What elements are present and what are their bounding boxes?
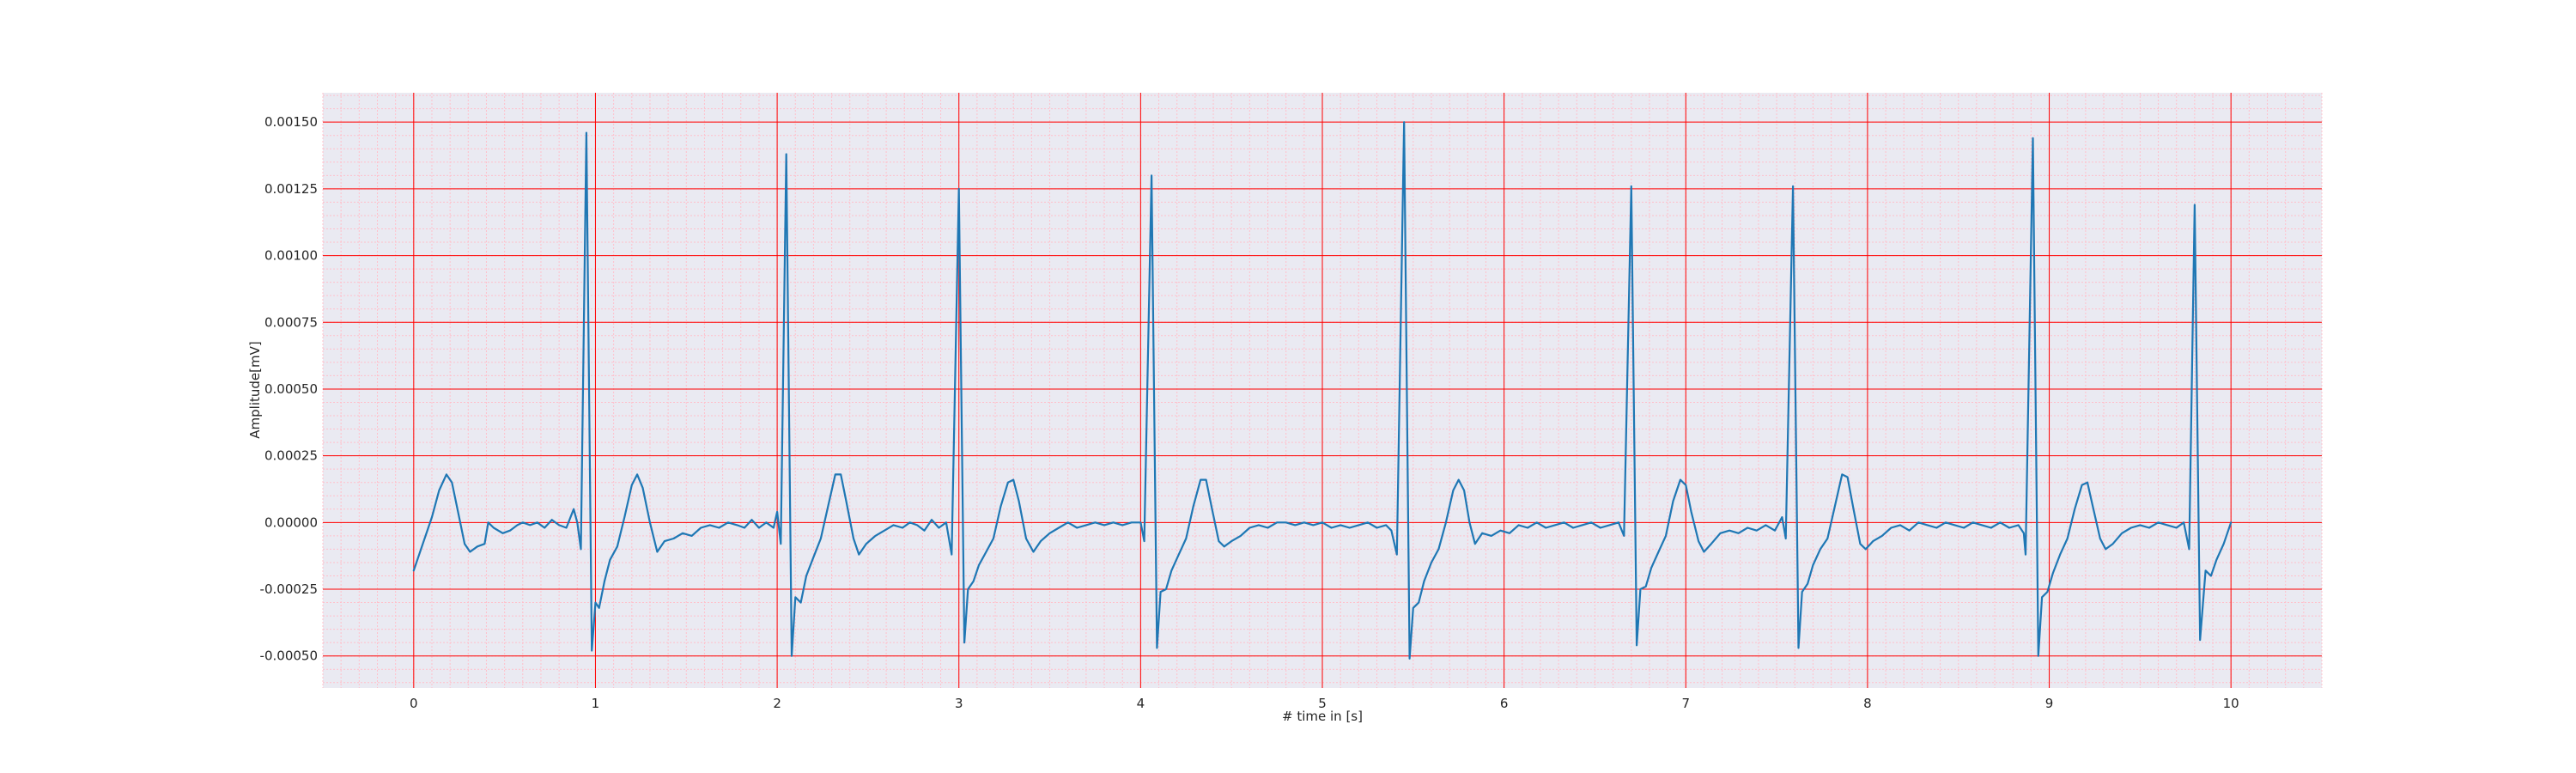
ecg-series-line <box>412 121 2233 660</box>
y-tick-label: -0.00025 <box>260 581 318 597</box>
y-tick-label: 0.00050 <box>264 381 318 397</box>
x-tick-label: 6 <box>1500 696 1509 711</box>
x-axis-label: # time in [s] <box>1282 709 1363 724</box>
y-tick-label: 0.00150 <box>264 114 318 130</box>
x-tick-label: 9 <box>2045 696 2054 711</box>
x-tick-label: 3 <box>955 696 963 711</box>
x-tick-labels: 0 1 2 3 4 5 6 7 8 9 10 <box>410 696 2239 711</box>
y-tick-label: 0.00025 <box>264 448 318 464</box>
y-tick-label: 0.00075 <box>264 314 318 330</box>
y-tick-label: 0.00000 <box>264 514 318 530</box>
series-layer <box>412 121 2233 660</box>
y-axis-label: Amplitude[mV] <box>247 341 263 438</box>
x-tick-label: 5 <box>1318 696 1327 711</box>
y-tick-labels: 0.00150 0.00125 0.00100 0.00075 0.00050 0.000… <box>260 114 318 664</box>
x-tick-label: 0 <box>410 696 418 711</box>
y-tick-label: 0.00125 <box>264 181 318 197</box>
x-tick-label: 1 <box>592 696 600 711</box>
x-tick-label: 4 <box>1137 696 1145 711</box>
x-tick-label: 7 <box>1681 696 1690 711</box>
x-tick-label: 2 <box>773 696 781 711</box>
x-tick-label: 8 <box>1863 696 1872 711</box>
y-tick-label: -0.00050 <box>260 648 318 664</box>
x-tick-label: 10 <box>2223 696 2239 711</box>
y-tick-label: 0.00100 <box>264 248 318 264</box>
